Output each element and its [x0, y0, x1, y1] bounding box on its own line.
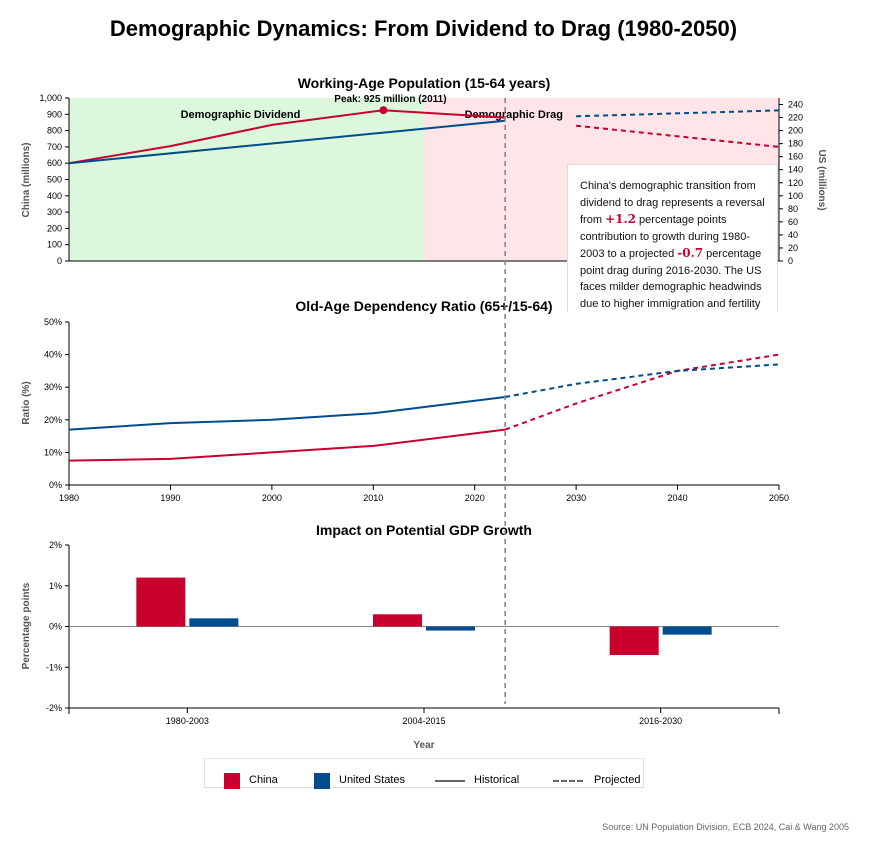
- y-tick-label: 1%: [49, 581, 62, 591]
- y-tick-label: 2%: [49, 540, 62, 550]
- bar-united-states-2004-2015: [426, 626, 475, 631]
- y-tick-label: 20%: [44, 415, 62, 425]
- y-tick-label: 0%: [49, 622, 62, 632]
- annotation-text-1: China's demographic transition from divi…: [580, 180, 765, 226]
- y2-tick-label: 160: [788, 152, 803, 162]
- bar-china-2004-2015: [373, 614, 422, 627]
- source-note: Source: UN Population Division, ECB 2024…: [602, 822, 849, 832]
- legend-item-china[interactable]: China: [205, 759, 295, 789]
- y2-tick-label: 140: [788, 165, 803, 175]
- y2-tick-label: 220: [788, 113, 803, 123]
- y2-tick-label: 40: [788, 230, 798, 240]
- legend-projected-line: [553, 780, 583, 782]
- y2-tick-label: 180: [788, 139, 803, 149]
- y-tick-label: 30%: [44, 382, 62, 392]
- y-axis-label-us: US (millions): [816, 149, 827, 210]
- page-title: Demographic Dynamics: From Dividend to D…: [109, 16, 738, 41]
- y-tick-label: 50%: [44, 317, 62, 327]
- bar-china-1980-2003: [136, 577, 186, 627]
- y-tick-label: 700: [47, 142, 62, 152]
- x-tick-label: 2050: [769, 493, 789, 503]
- bar-china-2016-2030: [609, 626, 659, 656]
- annotation-box: China's demographic transition from divi…: [567, 164, 778, 312]
- series-line-china-historical: [68, 109, 506, 165]
- legend-item-historical[interactable]: Historical: [433, 759, 533, 789]
- y2-tick-label: 100: [788, 191, 803, 201]
- series-line-china-historical: [68, 428, 506, 462]
- x-tick-label: 2030: [566, 493, 586, 503]
- series-line-united-states-historical: [68, 396, 506, 431]
- x-tick-label: 2010: [363, 493, 383, 503]
- legend-label-historical: Historical: [474, 774, 520, 786]
- series-line-china-projected: [575, 124, 780, 148]
- y-tick-label: 0: [57, 256, 62, 266]
- annotation-text-2: percentage points contribution to growth…: [580, 214, 750, 260]
- annotation-value-1: +1.2: [605, 212, 636, 226]
- y-tick-label: 400: [47, 191, 62, 201]
- series-line-united-states-projected: [504, 363, 780, 398]
- annotation-value-2: -0.7: [677, 246, 704, 260]
- x-tick-label: 1980-2003: [166, 716, 209, 726]
- y-tick-label: 10%: [44, 447, 62, 457]
- legend-item-projected[interactable]: Projected: [551, 759, 645, 789]
- x-tick-label: 2000: [262, 493, 282, 503]
- y-tick-label: -2%: [46, 703, 62, 713]
- bar-united-states-2016-2030: [662, 626, 712, 635]
- y-tick-label: 600: [47, 158, 62, 168]
- x-tick-label: 2004-2015: [402, 716, 445, 726]
- y-tick-label: -1%: [46, 662, 62, 672]
- legend-swatch-us: [314, 773, 330, 789]
- series-line-china-projected: [504, 353, 780, 431]
- y-tick-label: 100: [47, 240, 62, 250]
- legend-label-projected: Projected: [594, 774, 641, 786]
- y2-tick-label: 200: [788, 126, 803, 136]
- series-line-united-states-historical: [68, 119, 506, 165]
- y-tick-label: 300: [47, 207, 62, 217]
- panel-title-working-age: Working-Age Population (15-64 years): [298, 75, 551, 91]
- annotation-text-3: percentage point drag during 2016-2030. …: [580, 248, 762, 310]
- x-tick-label: 1990: [160, 493, 180, 503]
- y2-tick-label: 0: [788, 256, 793, 266]
- legend-label-china: China: [249, 774, 278, 786]
- y2-tick-label: 240: [788, 100, 803, 110]
- y-tick-label: 200: [47, 223, 62, 233]
- bar-united-states-1980-2003: [189, 618, 239, 627]
- x-tick-label: 1980: [59, 493, 79, 503]
- region-demographic-dividend: [69, 98, 424, 261]
- region-label-drag: Demographic Drag: [465, 109, 563, 121]
- peak-marker: [379, 106, 388, 115]
- legend-swatch-china: [224, 773, 240, 789]
- y2-tick-label: 20: [788, 243, 798, 253]
- x-tick-label: 2020: [465, 493, 485, 503]
- y-tick-label: 0%: [49, 480, 62, 490]
- y-tick-label: 800: [47, 126, 62, 136]
- y2-tick-label: 120: [788, 178, 803, 188]
- legend: China United States Historical Projected: [204, 758, 645, 789]
- legend-item-us[interactable]: United States: [300, 759, 420, 789]
- series-line-united-states-projected: [576, 109, 780, 118]
- legend-label-us: United States: [339, 774, 406, 786]
- y-tick-label: 500: [47, 175, 62, 185]
- y-axis-label-ratio: Ratio (%): [21, 381, 32, 424]
- peak-annotation: Peak: 925 million (2011): [334, 94, 446, 105]
- panel-title-dependency: Old-Age Dependency Ratio (65+/15-64): [295, 298, 552, 314]
- y2-tick-label: 60: [788, 217, 798, 227]
- x-tick-label: 2016-2030: [639, 716, 682, 726]
- y-tick-label: 1,000: [39, 93, 62, 103]
- y-tick-label: 40%: [44, 350, 62, 360]
- panel-title-gdp-impact: Impact on Potential GDP Growth: [316, 522, 532, 538]
- x-axis-label-year: Year: [413, 740, 434, 751]
- y-axis-label-gdp: Percentage points: [21, 582, 32, 669]
- x-tick-label: 2040: [668, 493, 688, 503]
- legend-historical-line: [435, 780, 465, 782]
- region-label-dividend: Demographic Dividend: [181, 109, 301, 121]
- y-axis-label-china: China (millions): [21, 143, 32, 218]
- y2-tick-label: 80: [788, 204, 798, 214]
- y-tick-label: 900: [47, 109, 62, 119]
